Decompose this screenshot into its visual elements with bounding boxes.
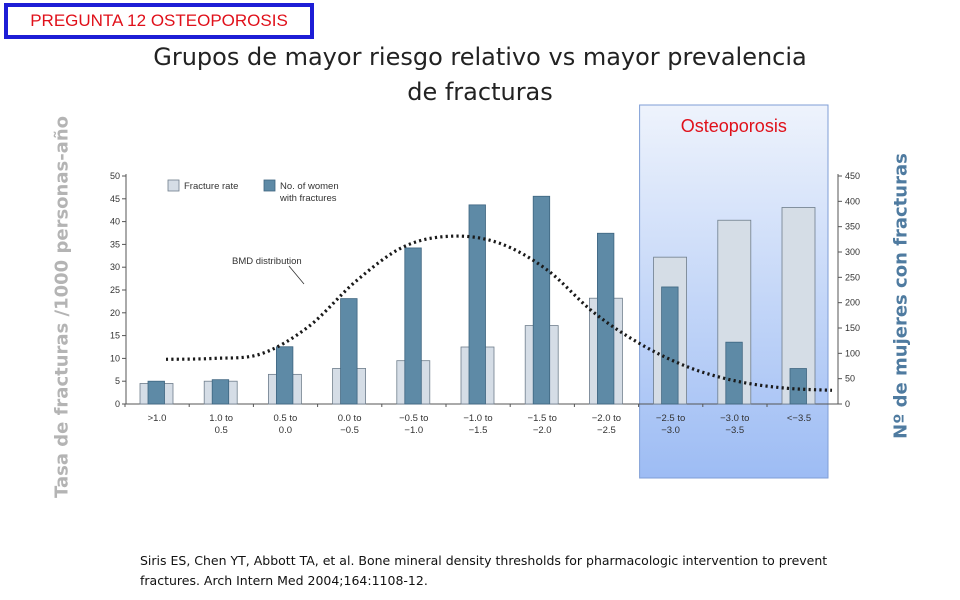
- title-line-1: Grupos de mayor riesgo relativo vs mayor…: [153, 43, 807, 71]
- y-left-tick-label: 25: [110, 285, 120, 295]
- y-left-tick-label: 50: [110, 171, 120, 181]
- women-fractures-bar: [468, 204, 486, 405]
- women-fractures-bar: [661, 286, 679, 405]
- y-left-tick-label: 5: [115, 376, 120, 386]
- title-line-2: de fracturas: [407, 78, 553, 106]
- y-right-tick-label: 200: [845, 298, 860, 308]
- women-fractures-bar: [147, 380, 165, 405]
- x-tick-label: 0.0: [279, 425, 292, 436]
- y-right-tick-label: 300: [845, 247, 860, 257]
- y-left-tick-label: 0: [115, 399, 120, 409]
- y-right-tick-label: 450: [845, 171, 860, 181]
- legend-label-fracture-rate: Fracture rate: [184, 181, 238, 192]
- legend-swatch-fracture-rate: [167, 179, 180, 192]
- women-fractures-bar: [275, 346, 294, 405]
- y-right-tick-label: 150: [845, 323, 860, 333]
- x-tick-label: −2.0: [533, 425, 552, 436]
- y-axis-left-label: Tasa de fracturas /1000 personas-año: [51, 116, 73, 498]
- women-fractures-bar: [211, 379, 230, 405]
- citation: Siris ES, Chen YT, Abbott TA, et al. Bon…: [140, 553, 828, 588]
- x-tick-label: 1.0 to: [209, 413, 233, 424]
- x-tick-label: 0.0 to: [338, 413, 362, 424]
- y-left-tick-label: 45: [110, 194, 120, 204]
- x-tick-label: −0.5 to: [399, 413, 428, 424]
- legend-label-women-line1: No. of women: [280, 181, 339, 192]
- question-badge: PREGUNTA 12 OSTEOPOROSIS: [4, 3, 314, 39]
- x-tick-label: −1.0: [404, 425, 423, 436]
- x-tick-label: −1.5 to: [528, 413, 557, 424]
- y-left-tick-label: 10: [110, 353, 120, 363]
- y-left-tick-label: 30: [110, 262, 120, 272]
- legend-swatch-women: [263, 179, 276, 192]
- x-tick-label: −1.0 to: [463, 413, 492, 424]
- y-right-tick-label: 100: [845, 348, 860, 358]
- y-right-tick-label: 50: [845, 374, 855, 384]
- y-left-tick-label: 40: [110, 217, 120, 227]
- women-fractures-bar: [404, 247, 422, 405]
- y-left-tick-label: 35: [110, 239, 120, 249]
- y-right-tick-label: 250: [845, 272, 860, 282]
- y-right-tick-label: 0: [845, 399, 850, 409]
- women-fractures-bar: [532, 195, 551, 405]
- x-tick-label: −3.5: [725, 425, 744, 436]
- bmd-distribution-curve: [165, 234, 833, 392]
- women-fractures-bar: [340, 298, 358, 405]
- women-fractures-bar: [725, 341, 743, 405]
- y-right-tick-label: 400: [845, 196, 860, 206]
- y-left-tick-label: 20: [110, 308, 120, 318]
- x-tick-label: −2.5: [597, 425, 616, 436]
- bmd-distribution-label: BMD distribution: [232, 256, 302, 267]
- x-tick-label: 0.5: [215, 425, 228, 436]
- x-tick-label: >1.0: [148, 413, 167, 424]
- page-title: Grupos de mayor riesgo relativo vs mayor…: [100, 40, 860, 110]
- x-tick-label: <−3.5: [787, 413, 811, 424]
- x-tick-label: −2.0 to: [592, 413, 621, 424]
- bmd-label-leader-line: [288, 265, 305, 285]
- women-fractures-bar: [597, 232, 615, 405]
- osteoporosis-label: Osteoporosis: [681, 116, 787, 136]
- y-left-tick-label: 15: [110, 331, 120, 341]
- x-tick-label: −0.5: [340, 425, 359, 436]
- x-tick-label: −2.5 to: [656, 413, 685, 424]
- women-fractures-bar: [789, 368, 807, 405]
- y-right-tick-label: 350: [845, 222, 860, 232]
- y-axis-right-label: Nº de mujeres con fracturas: [890, 153, 912, 439]
- x-tick-label: −1.5: [469, 425, 488, 436]
- legend-label-women-line2: with fractures: [279, 193, 337, 204]
- x-tick-label: 0.5 to: [274, 413, 298, 424]
- x-tick-label: −3.0 to: [720, 413, 749, 424]
- x-tick-label: −3.0: [661, 425, 680, 436]
